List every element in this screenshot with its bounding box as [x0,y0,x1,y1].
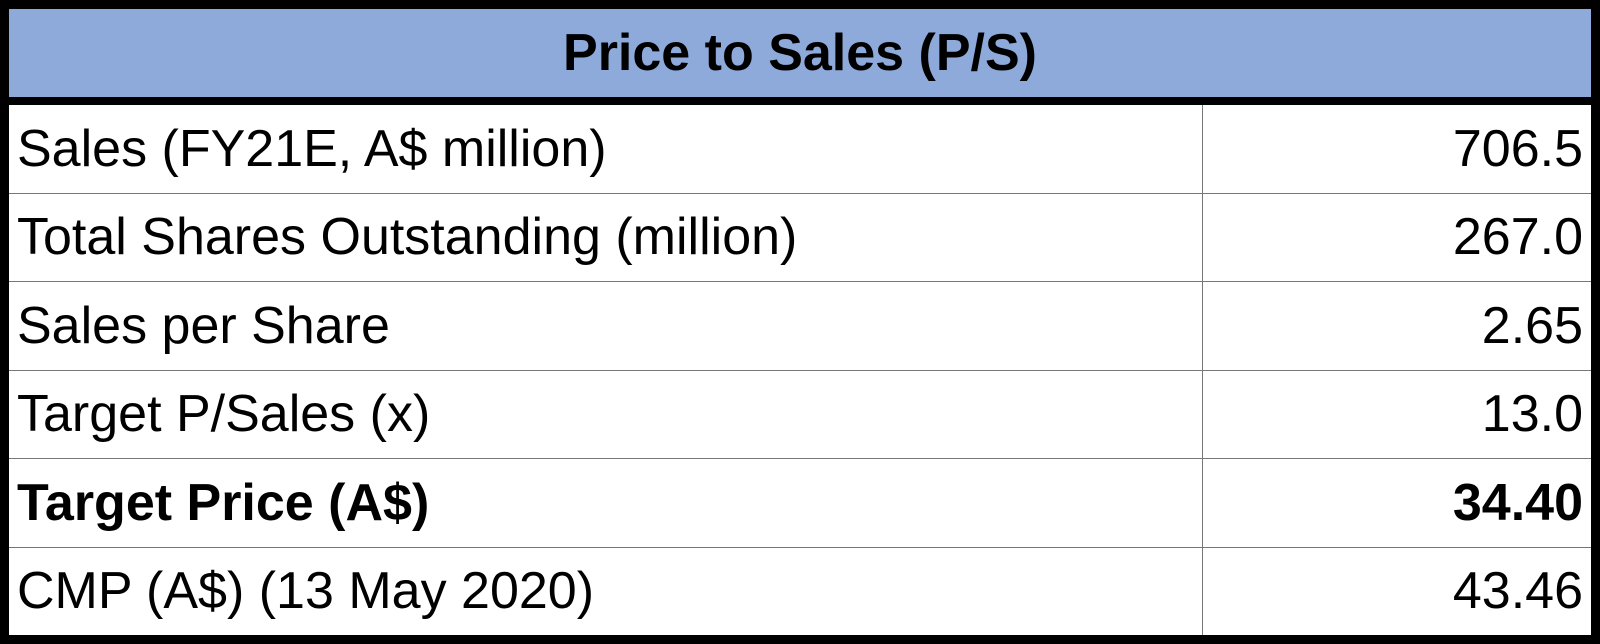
row-value: 267.0 [1452,208,1583,267]
row-label: Target P/Sales (x) [9,370,1203,458]
table-row: Total Shares Outstanding (million) 267.0 [9,193,1591,282]
table-title: Price to Sales (P/S) [9,9,1591,105]
row-label: Target Price (A$) [9,459,1203,547]
row-label: Sales (FY21E, A$ million) [9,105,1203,193]
table-body: Sales (FY21E, A$ million) 706.5 Total Shar… [9,105,1591,635]
row-value: 43.46 [1452,562,1583,621]
row-value: 34.40 [1452,473,1583,532]
row-value: 2.65 [1481,296,1583,355]
row-label: CMP (A$) (13 May 2020) [9,547,1203,635]
table-row: Sales (FY21E, A$ million) 706.5 [9,105,1591,194]
table-row: Target P/Sales (x) 13.0 [9,370,1591,459]
table-row: Sales per Share 2.65 [9,282,1591,371]
row-label: Sales per Share [9,282,1203,370]
table-row: Target Price (A$) 34.40 [9,459,1591,548]
row-label: Total Shares Outstanding (million) [9,193,1203,281]
row-value: 13.0 [1481,385,1583,444]
row-value: 706.5 [1452,119,1583,178]
table-row: CMP (A$) (13 May 2020) 43.46 [9,547,1591,635]
